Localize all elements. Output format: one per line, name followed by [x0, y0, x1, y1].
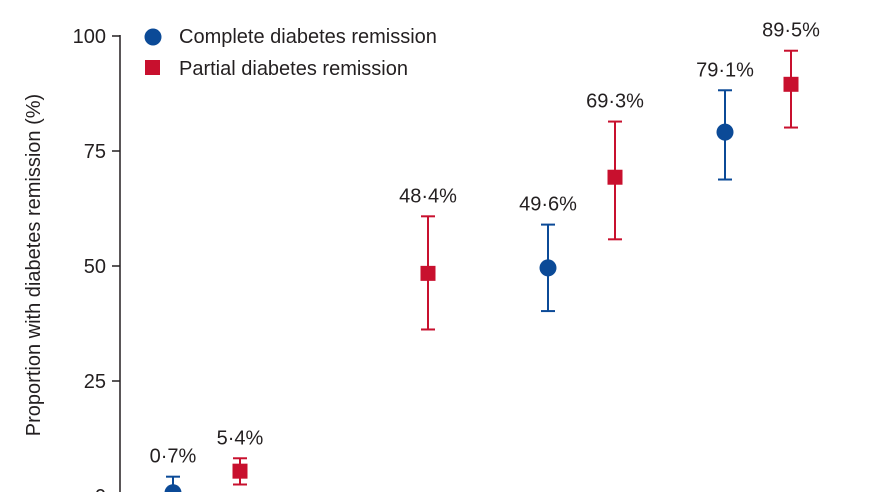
- legend-label-partial: Partial diabetes remission: [179, 58, 408, 80]
- error-bars: [166, 49, 798, 492]
- data-markers: [164, 76, 799, 492]
- y-tick-label-2: 50: [84, 256, 106, 278]
- marker-partial-2: [607, 169, 623, 185]
- legend-marker-partial: [145, 60, 160, 75]
- data-labels: 0·7% 49·6% 79·1% 5·4% 48·4% 69·3% 89·5%: [150, 20, 820, 468]
- legend-marker-complete: [144, 28, 162, 46]
- y-tick-label-0: 0: [95, 486, 106, 492]
- data-label-partial-0: 5·4%: [217, 427, 264, 449]
- data-label-partial-2: 69·3%: [586, 91, 644, 113]
- data-label-partial-3: 89·5%: [762, 20, 820, 42]
- y-tick-label-1: 25: [84, 371, 106, 393]
- legend-label-complete: Complete diabetes remission: [179, 26, 437, 48]
- marker-partial-0: [232, 463, 248, 479]
- data-label-partial-1: 48·4%: [399, 185, 457, 207]
- legend: Complete diabetes remission Partial diab…: [144, 26, 437, 80]
- y-tick-label-4: 100: [73, 26, 106, 48]
- marker-partial-3: [783, 76, 799, 92]
- y-axis: 0 25 50 75 100: [73, 26, 121, 492]
- marker-partial-1: [420, 265, 436, 281]
- data-label-complete-3: 79·1%: [696, 59, 754, 81]
- y-tick-label-3: 75: [84, 141, 106, 163]
- data-label-complete-0: 0·7%: [150, 446, 197, 468]
- y-axis-title: Proportion with diabetes remission (%): [23, 94, 45, 436]
- marker-complete-3: [716, 123, 734, 141]
- marker-complete-0: [164, 484, 182, 492]
- data-label-complete-2: 49·6%: [519, 194, 577, 216]
- marker-complete-2: [539, 259, 557, 277]
